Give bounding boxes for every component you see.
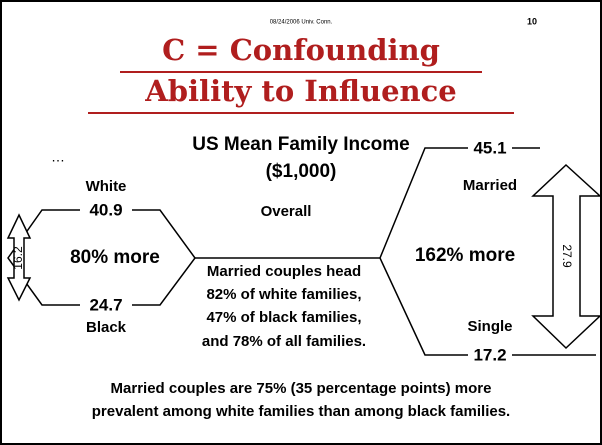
page-number: 10 — [527, 16, 537, 26]
percent: 162% more — [415, 245, 515, 266]
title-line: Ability to Influence — [144, 74, 456, 108]
note-line: and 78% of all families. — [202, 333, 366, 350]
right-shape — [379, 147, 468, 356]
right-arrow — [531, 163, 602, 350]
left-difference: 16.2 — [11, 246, 25, 270]
value: 24.7 — [89, 295, 122, 314]
right-difference: 27.9 — [560, 244, 574, 268]
title-line: C = Confounding — [162, 33, 440, 67]
note-line: 47% of black families, — [206, 309, 361, 326]
label: Black — [86, 319, 127, 336]
label: Married — [463, 177, 517, 194]
footer-line: Married couples are 75% (35 percentage p… — [111, 380, 492, 397]
value: 17.2 — [473, 345, 506, 364]
header-date: 08/24/2006 Univ. Conn. — [270, 20, 333, 26]
left-shape — [7, 209, 80, 306]
label: White — [86, 178, 127, 195]
diagram-lines — [7, 147, 596, 356]
value: 40.9 — [89, 200, 122, 219]
subtitle: ($1,000) — [266, 161, 337, 182]
label: Single — [467, 318, 512, 335]
percent: 80% more — [70, 247, 160, 268]
footer-line: prevalent among white families than amon… — [92, 403, 510, 420]
subtitle: US Mean Family Income — [192, 134, 410, 155]
label: Overall — [261, 203, 312, 220]
note-line: Married couples head — [207, 263, 361, 280]
left-arrow — [6, 213, 32, 302]
value: 45.1 — [473, 138, 506, 157]
ellipsis: … — [51, 149, 65, 165]
note-line: 82% of white families, — [206, 286, 361, 303]
